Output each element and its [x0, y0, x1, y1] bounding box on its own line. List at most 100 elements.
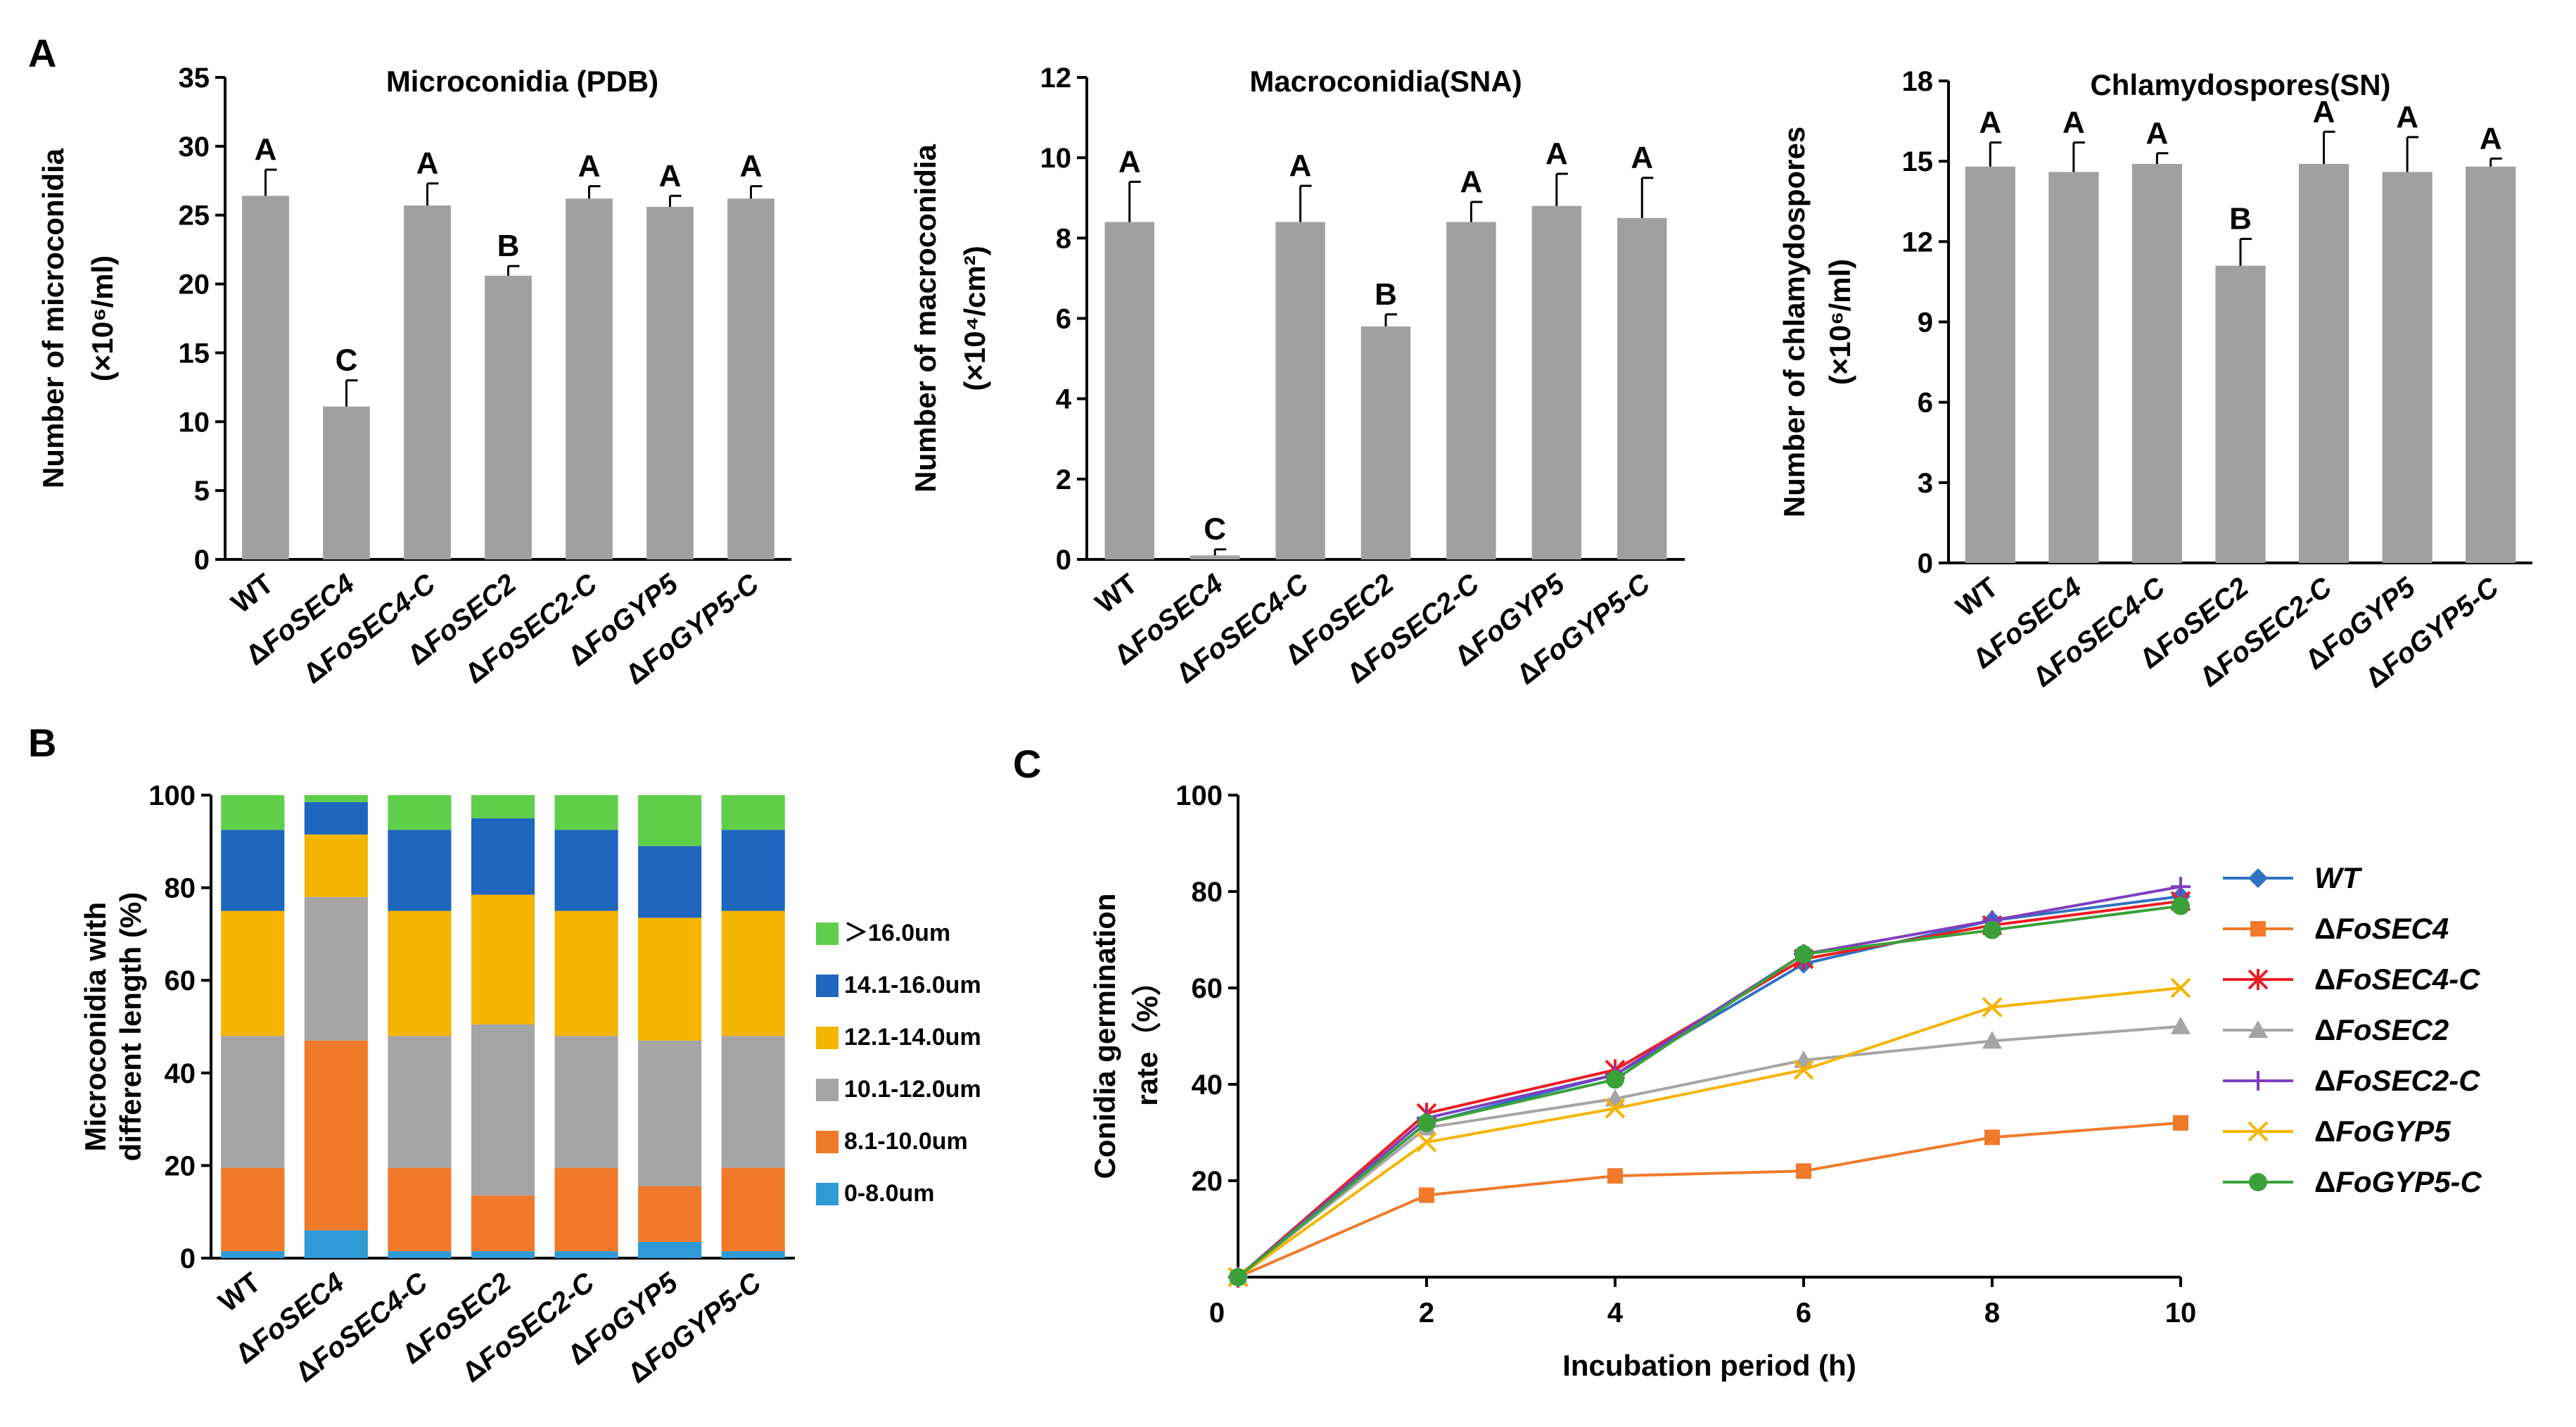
- legend-swatch-12-1-14-0um: [816, 1027, 839, 1049]
- significance-letter-fogyp5: A: [1545, 137, 1568, 171]
- y-axis-unit: (×10⁶/ml): [1823, 259, 1856, 385]
- segment-fosec4-8-1-10-0um: [304, 1040, 368, 1231]
- x-tick-label: 0: [1209, 1298, 1225, 1328]
- point-fogyp5-c-10: [2172, 896, 2190, 915]
- legend-swatch-0-8-0um: [816, 1183, 839, 1205]
- chart-title: Microconidia (PDB): [386, 65, 658, 98]
- bar-fosec4-c: [2131, 163, 2182, 563]
- point-fogyp5-c-8: [1983, 920, 2001, 939]
- segment-fosec2-c-16-0um: [554, 795, 618, 830]
- significance-letter-fosec2: B: [497, 229, 520, 263]
- y-tick-label: 60: [1192, 973, 1223, 1004]
- segment-fosec4-c-0-8-0um: [388, 1251, 452, 1258]
- y-axis-title: Microconidia with: [79, 902, 112, 1152]
- segment-fogyp5-12-1-14-0um: [638, 918, 702, 1041]
- y-axis-title: Conidia germination: [1088, 893, 1121, 1179]
- segment-fosec2-c-8-1-10-0um: [554, 1167, 618, 1252]
- bar-fosec2-c: [566, 198, 613, 559]
- y-tick-label: 6: [1918, 388, 1933, 419]
- x-tick-label: 2: [1419, 1298, 1434, 1328]
- legend-label-fogyp5-c: ΔFoGYP5-C: [2314, 1165, 2482, 1198]
- legend-label-10-1-12-0um: 10.1-12.0um: [844, 1076, 981, 1103]
- y-tick-label: 80: [165, 873, 196, 904]
- y-axis-title-line2: different length (%): [114, 892, 147, 1162]
- bar-fosec4: [323, 406, 370, 559]
- bar-wt: [1104, 222, 1154, 559]
- y-tick-label: 6: [1056, 304, 1071, 335]
- significance-letter-fosec2: B: [1375, 277, 1397, 312]
- legend-label-fosec2: ΔFoSEC2: [2314, 1013, 2449, 1046]
- category-label-wt: WT: [1090, 568, 1143, 619]
- bar-fosec2: [1360, 326, 1411, 559]
- point-fogyp5-8: [1982, 996, 2003, 1017]
- series-line-fogyp5: [1237, 987, 2181, 1279]
- category-label-wt: WT: [213, 1267, 267, 1318]
- y-tick-label: 3: [1918, 468, 1933, 499]
- panel-label-a: A: [28, 31, 56, 75]
- segment-fosec2-0-8-0um: [471, 1251, 535, 1258]
- y-axis-unit: (×10⁶/ml): [86, 255, 119, 381]
- y-tick-label: 100: [148, 780, 196, 811]
- segment-fogyp5-c-10-1-12-0um: [721, 1036, 785, 1168]
- segment-fosec2-c-0-8-0um: [554, 1251, 618, 1258]
- y-tick-label: 0: [1056, 545, 1071, 576]
- series-line-fosec4: [1237, 1121, 2181, 1279]
- segment-fosec2-8-1-10-0um: [471, 1195, 535, 1252]
- point-fosec4-4: [1607, 1168, 1623, 1184]
- segment-fosec2-12-1-14-0um: [471, 894, 535, 1025]
- legend-marker-fosec2-c: [2248, 1071, 2268, 1091]
- y-tick-label: 80: [1192, 877, 1223, 908]
- significance-letter-fosec2-c: A: [2313, 94, 2335, 129]
- legend-marker-fosec4-c: [2247, 969, 2269, 990]
- segment-fogyp5-c-0-8-0um: [721, 1251, 785, 1258]
- y-axis-unit: (×10⁴/cm²): [958, 246, 991, 391]
- bar-fosec4-c: [404, 205, 451, 559]
- point-fogyp5-2: [1416, 1131, 1437, 1153]
- chlamydospores-chart: 0369121518AWTAΔFoSEC4AΔFoSEC4-CBΔFoSEC2A…: [1778, 66, 2532, 695]
- significance-letter-wt: A: [1118, 144, 1141, 179]
- point-fogyp5-6: [1793, 1060, 1814, 1080]
- significance-letter-fosec4-c: A: [2146, 116, 2169, 151]
- x-tick-label: 6: [1796, 1298, 1811, 1328]
- y-tick-label: 0: [180, 1243, 196, 1274]
- significance-letter-fosec2-c: A: [1460, 165, 1483, 199]
- bar-wt: [1965, 166, 2015, 563]
- y-tick-label: 20: [1192, 1166, 1223, 1197]
- segment-fogyp5-c-12-1-14-0um: [721, 911, 785, 1036]
- series-line-fosec2-c: [1237, 885, 2181, 1279]
- significance-letter-fosec4-c: A: [1289, 148, 1312, 183]
- panel-label-b: B: [28, 721, 56, 765]
- segment-wt-8-1-10-0um: [221, 1167, 285, 1252]
- legend-swatch-8-1-10-0um: [816, 1131, 839, 1153]
- point-fogyp5-c-4: [1606, 1070, 1624, 1089]
- segment-fogyp5-c-16-0um: [721, 795, 785, 830]
- segment-fosec2-c-10-1-12-0um: [554, 1036, 618, 1168]
- segment-fosec4-12-1-14-0um: [304, 834, 368, 897]
- legend-label-fosec2-c: ΔFoSEC2-C: [2314, 1064, 2480, 1097]
- microconidia-chart: 05101520253035AWTCΔFoSEC4AΔFoSEC4-CBΔFoS…: [37, 63, 791, 691]
- y-tick-label: 8: [1056, 223, 1071, 254]
- bar-fogyp5: [2382, 172, 2432, 563]
- y-tick-label: 25: [179, 201, 210, 232]
- point-fosec2-10: [2171, 1016, 2191, 1034]
- x-axis-title: Incubation period (h): [1562, 1349, 1856, 1382]
- y-tick-label: 5: [194, 476, 210, 507]
- bar-fosec4-c: [1275, 222, 1325, 559]
- bar-fosec2: [2215, 265, 2266, 563]
- legend-label-fosec4-c: ΔFoSEC4-C: [2314, 963, 2480, 996]
- macroconidia-chart: 024681012AWTCΔFoSEC4AΔFoSEC4-CBΔFoSEC2AΔ…: [909, 63, 1685, 691]
- significance-letter-wt: A: [1979, 106, 2001, 140]
- y-tick-label: 12: [1902, 227, 1934, 258]
- y-tick-label: 0: [1918, 548, 1933, 579]
- point-fogyp5-10: [2170, 977, 2191, 998]
- y-tick-label: 0: [194, 545, 210, 576]
- segment-fosec2-10-1-12-0um: [471, 1024, 535, 1196]
- legend-label-fogyp5: ΔFoGYP5: [2314, 1115, 2451, 1148]
- segment-fosec4-16-0um: [304, 795, 368, 802]
- point-fosec4-6: [1796, 1163, 1811, 1179]
- x-tick-label: 4: [1607, 1298, 1624, 1328]
- significance-letter-fogyp5: A: [2396, 100, 2418, 134]
- point-fosec2-c-10: [2171, 877, 2191, 897]
- bar-fosec2-c: [1446, 222, 1496, 559]
- legend-label-fosec4: ΔFoSEC4: [2314, 912, 2449, 945]
